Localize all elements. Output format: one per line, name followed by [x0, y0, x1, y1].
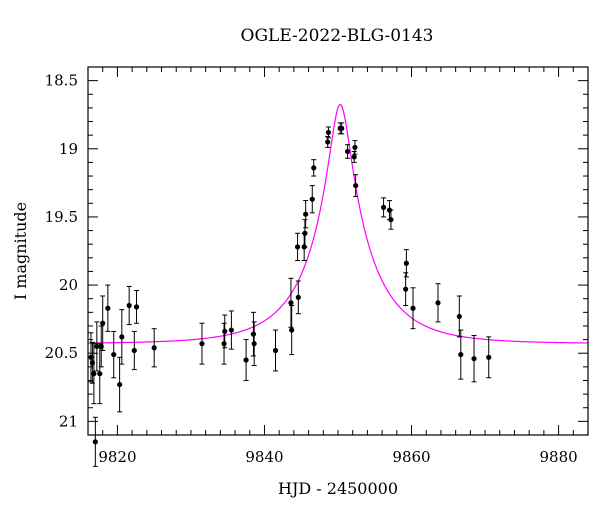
data-point — [471, 356, 477, 362]
data-point — [352, 144, 358, 151]
data-point — [380, 204, 387, 210]
data-point — [222, 328, 228, 335]
data-point — [486, 354, 492, 360]
data-point — [117, 381, 123, 388]
y-tick-label: 20.5 — [45, 344, 78, 362]
x-tick-label: 9820 — [98, 448, 136, 466]
chart-title: OGLE-2022-BLG-0143 — [241, 26, 434, 46]
y-tick-label: 19 — [59, 140, 78, 158]
data-point — [92, 439, 98, 445]
data-points — [88, 122, 492, 467]
x-tick-label: 9880 — [539, 448, 577, 466]
data-point — [302, 230, 308, 236]
data-point — [325, 139, 331, 145]
data-point — [111, 351, 117, 358]
y-tick-label: 19.5 — [45, 208, 78, 226]
data-point — [288, 300, 294, 306]
data-point — [303, 211, 309, 217]
model-curve — [87, 103, 589, 344]
y-tick-label: 18.5 — [45, 72, 78, 90]
y-tick-label: 20 — [59, 276, 78, 294]
data-point — [97, 371, 103, 377]
data-point — [221, 341, 227, 347]
axis-ticks — [87, 66, 589, 436]
data-point — [131, 347, 137, 354]
data-point — [91, 371, 97, 377]
data-point — [410, 305, 416, 311]
data-point — [309, 196, 315, 202]
data-point — [199, 341, 205, 347]
data-point — [325, 129, 332, 136]
data-point — [251, 341, 257, 347]
data-point — [294, 244, 301, 250]
data-point — [295, 294, 301, 300]
data-point — [403, 260, 409, 266]
data-point — [272, 347, 279, 354]
data-point — [435, 300, 441, 306]
y-tick-label: 21 — [59, 412, 78, 430]
data-point — [456, 313, 462, 320]
data-point — [250, 331, 257, 337]
data-point — [339, 125, 345, 131]
x-axis-label: HJD - 2450000 — [278, 479, 398, 498]
data-point — [105, 305, 111, 311]
data-point — [228, 327, 234, 333]
data-point — [458, 351, 464, 358]
data-point — [126, 302, 132, 309]
data-point — [243, 357, 249, 363]
x-tick-label: 9860 — [392, 448, 430, 466]
y-axis-label: I magnitude — [11, 202, 30, 300]
data-point — [133, 304, 140, 310]
x-tick-label: 9840 — [245, 448, 283, 466]
data-point — [119, 334, 125, 340]
data-point — [94, 343, 100, 350]
data-point — [311, 165, 317, 171]
data-point — [151, 345, 157, 351]
data-point — [353, 182, 359, 189]
data-point — [403, 286, 409, 292]
data-point — [388, 217, 394, 223]
plot-frame — [87, 66, 589, 436]
axis-tick-labels: 9820 9840 9860 9880 18.5 19 19.5 20 20.5 21 — [45, 72, 578, 466]
data-point — [289, 327, 295, 333]
data-point — [351, 154, 357, 160]
data-point — [100, 320, 106, 326]
data-point — [344, 148, 351, 155]
